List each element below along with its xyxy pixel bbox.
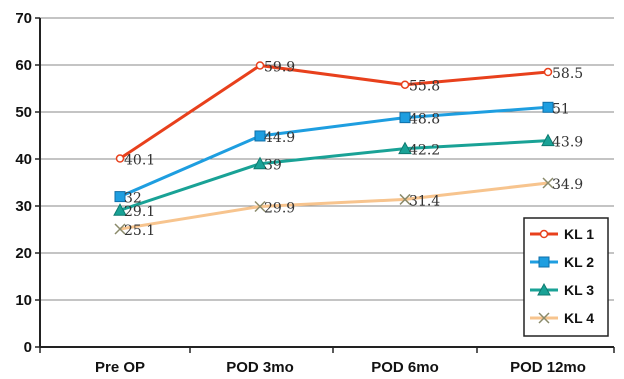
data-label: 29.1 [124, 204, 155, 220]
point-marker [539, 229, 549, 239]
data-label: 51 [552, 101, 570, 117]
point-marker [541, 133, 555, 147]
data-label: 55.8 [409, 79, 440, 95]
point-marker [538, 256, 550, 268]
data-label: 32 [124, 191, 142, 207]
legend-entry: KL 4 [530, 310, 594, 326]
point-marker [543, 67, 553, 77]
legend-label: KL 4 [564, 310, 594, 326]
y-tick-label: 20 [15, 245, 32, 262]
y-tick-label: 70 [15, 10, 32, 27]
y-tick-label: 40 [15, 151, 32, 168]
point-marker [398, 141, 412, 155]
axes: 0 10 20 30 40 50 60 70 Pre OP POD 3mo POD 6mo POD 1… [15, 10, 615, 376]
data-label: 40.1 [124, 153, 155, 169]
x-tick-label: POD 6mo [371, 359, 439, 376]
data-label: 34.9 [552, 177, 583, 193]
point-marker [114, 223, 126, 235]
point-marker [254, 130, 266, 142]
point-marker [399, 193, 411, 205]
data-label: 48.8 [409, 112, 440, 128]
point-marker [253, 156, 267, 170]
x-tick-label: Pre OP [95, 359, 145, 376]
series-line [119, 63, 549, 160]
point-marker [542, 101, 554, 113]
series-line [119, 105, 549, 198]
legend-label: KL 2 [564, 254, 594, 270]
series-kl-2 [114, 101, 554, 203]
data-label: 44.9 [264, 130, 295, 146]
legend-entry: KL 1 [530, 226, 594, 242]
data-label: 58.5 [552, 66, 583, 82]
x-tick-label: POD 12mo [510, 359, 586, 376]
point-marker [538, 312, 550, 324]
point-marker [542, 177, 554, 189]
series-kl-4 [114, 177, 554, 235]
series-line [119, 181, 549, 231]
legend-entry: KL 2 [530, 254, 594, 270]
series-layer [113, 61, 555, 235]
legend-label: KL 1 [564, 226, 594, 242]
legend: KL 1 KL 2 KL 3 KL 4 [523, 217, 609, 337]
data-label: 31.4 [409, 193, 440, 209]
legend-entry: KL 3 [530, 282, 594, 298]
data-label: 39 [264, 158, 282, 174]
series-kl-1 [115, 61, 553, 163]
data-label: 43.9 [552, 135, 583, 151]
x-tick-label: POD 3mo [226, 359, 294, 376]
legend-box [523, 217, 609, 337]
point-marker [113, 203, 127, 216]
data-label: 29.9 [264, 200, 295, 216]
y-tick-label: 60 [15, 57, 32, 74]
point-marker [399, 112, 411, 124]
point-marker [255, 61, 265, 70]
data-label: 42.2 [409, 143, 440, 159]
point-marker [115, 154, 125, 163]
legend-label: KL 3 [564, 282, 594, 298]
y-tick-label: 10 [15, 292, 32, 309]
data-label: 59.9 [264, 59, 295, 75]
point-marker [400, 80, 410, 89]
data-label: 25.1 [124, 223, 155, 239]
point-marker [537, 282, 551, 296]
y-tick-label: 50 [15, 104, 32, 121]
y-tick-label: 0 [24, 339, 32, 356]
point-marker [114, 191, 126, 203]
y-tick-label: 30 [15, 198, 32, 215]
series-line [119, 139, 549, 212]
data-labels: 40.1 59.9 55.8 58.5 32 44.9 48.8 51 29.1 39 42.2 43… [124, 59, 583, 239]
series-kl-3 [113, 133, 555, 216]
point-marker [254, 200, 266, 213]
